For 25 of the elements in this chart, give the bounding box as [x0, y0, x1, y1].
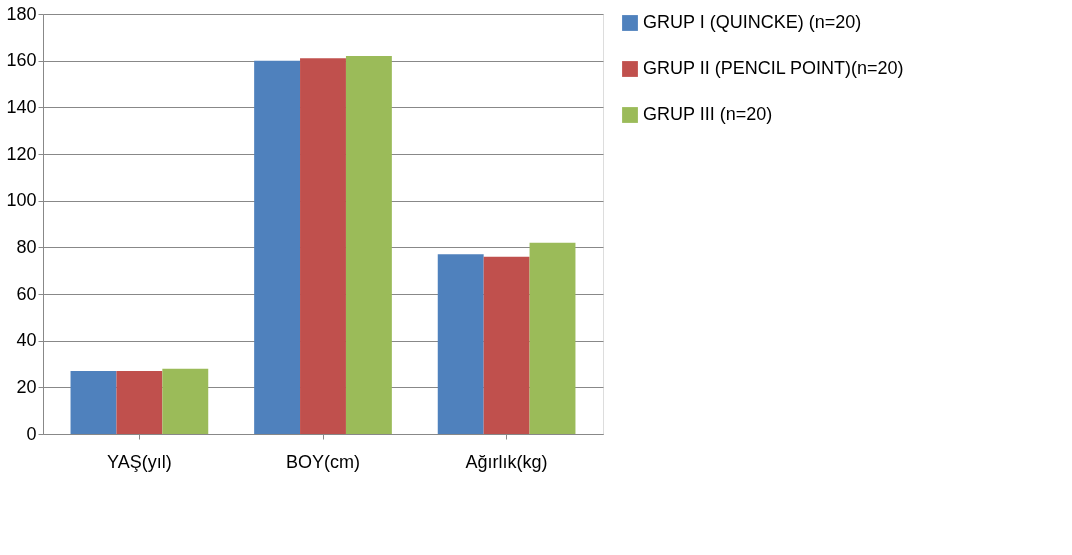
x-tick-label: YAŞ(yıl)	[107, 451, 172, 472]
y-tick-label: 40	[16, 330, 37, 351]
y-tick-label: 180	[6, 3, 37, 24]
bar	[162, 368, 209, 434]
legend-label: GRUP III (n=20)	[643, 104, 773, 124]
y-tick-label: 80	[16, 236, 37, 257]
y-tick-label: 120	[6, 143, 37, 164]
bar	[300, 58, 346, 434]
y-tick-label: 20	[16, 376, 37, 397]
y-tick-label: 0	[26, 423, 37, 444]
bar	[345, 56, 392, 434]
bar	[437, 254, 484, 434]
y-tick-label: 100	[6, 190, 37, 211]
bar	[483, 256, 530, 434]
bar	[116, 371, 163, 434]
y-tick-label: 140	[6, 96, 37, 117]
x-tick-label: Ağırlık(kg)	[465, 451, 548, 472]
bar	[254, 60, 301, 434]
legend-label: GRUP II (PENCIL POINT)(n=20)	[643, 58, 904, 78]
y-tick-label: 60	[16, 283, 37, 304]
legend-label: GRUP I (QUINCKE) (n=20)	[643, 12, 862, 32]
bar	[70, 371, 117, 434]
y-tick-label: 160	[6, 50, 37, 71]
bar	[529, 242, 576, 434]
x-tick-label: BOY(cm)	[286, 451, 360, 472]
